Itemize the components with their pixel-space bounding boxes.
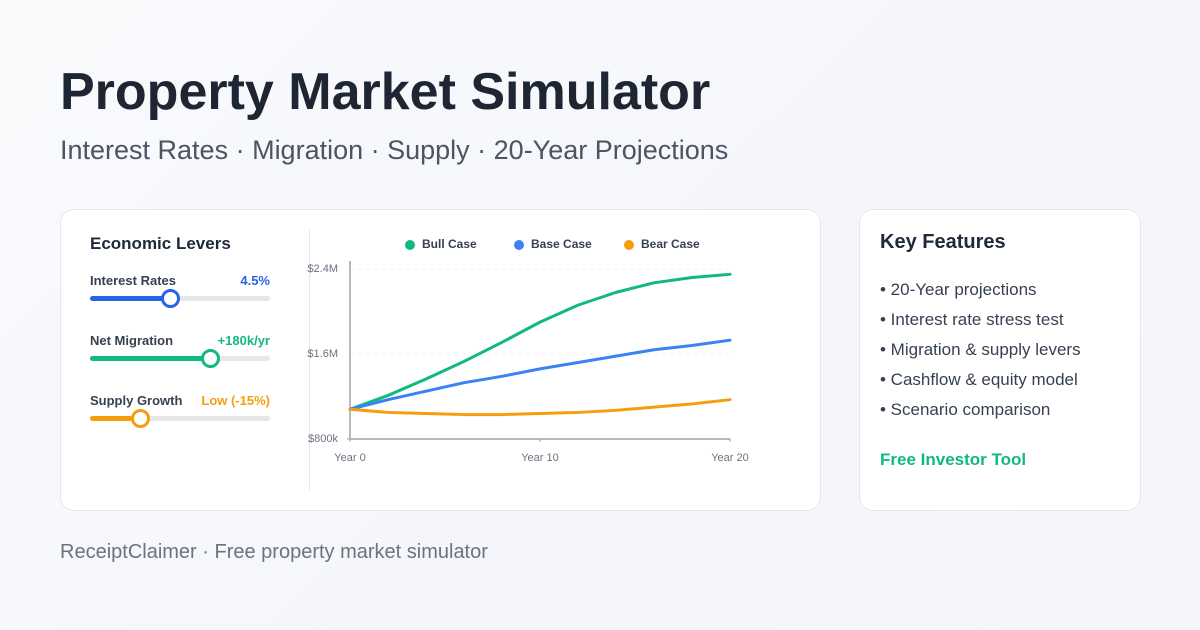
lever-label: Net Migration [90,333,174,348]
levers-title: Economic Levers [90,234,231,253]
slider-fill [90,356,210,361]
cta-link[interactable]: Free Investor Tool [880,450,1027,469]
legend-swatch [514,240,524,250]
slider-track[interactable] [90,296,270,301]
lever-label: Interest Rates [90,273,176,288]
footer: ReceiptClaimer · Free property market si… [60,541,488,563]
x-tick-label: Year 0 [334,452,365,464]
y-tick-label: $1.6M [307,348,338,360]
slider-knob[interactable] [131,409,150,428]
slider-track[interactable] [90,416,270,421]
features-card [859,209,1141,511]
legend-label: Bear Case [641,237,700,251]
y-tick-label: $2.4M [307,263,338,275]
slider-knob[interactable] [161,289,180,308]
lever-value: +180k/yr [217,333,270,348]
feature-item: • Cashflow & equity model [880,370,1078,389]
x-tick-label: Year 10 [521,452,559,464]
feature-item: • Migration & supply levers [880,340,1081,359]
subtitle: Interest Rates · Migration · Supply · 20… [60,135,729,165]
slider-fill [90,296,170,301]
slider-fill [90,416,140,421]
feature-item: • Scenario comparison [880,400,1051,419]
feature-item: • Interest rate stress test [880,310,1064,329]
chart: $800k $1.6M $2.4M Year 0 Year 10 Year 20 Bull … [307,237,749,464]
legend-label: Base Case [531,237,592,251]
series-line [348,398,732,417]
lever-label: Supply Growth [90,393,183,408]
feature-item: • 20-Year projections [880,280,1037,299]
series-line [348,338,732,411]
lever-value: 4.5% [240,273,270,288]
title: Property Market Simulator [60,63,711,121]
lever-value: Low (-15%) [201,393,270,408]
x-tick-label: Year 20 [711,452,749,464]
slider-knob[interactable] [201,349,220,368]
legend-swatch [405,240,415,250]
divider [309,230,310,490]
legend-swatch [624,240,634,250]
y-tick-label: $800k [308,433,338,445]
legend-label: Bull Case [422,237,477,251]
features-title: Key Features [880,231,1006,253]
series-line [348,272,732,411]
